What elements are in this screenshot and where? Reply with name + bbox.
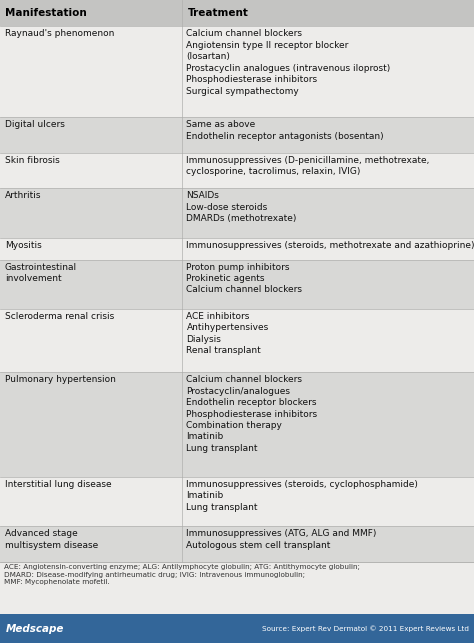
Bar (0, 117, 474, 153)
Text: Myositis: Myositis (5, 241, 42, 250)
Bar (0, 527, 474, 562)
Text: Digital ulcers: Digital ulcers (5, 120, 65, 129)
Text: Treatment: Treatment (188, 8, 248, 18)
Bar (0, 477, 474, 527)
Text: Source: Expert Rev Dermatol © 2011 Expert Reviews Ltd: Source: Expert Rev Dermatol © 2011 Exper… (262, 625, 469, 632)
Text: Immunosuppressives (ATG, ALG and MMF)
Autologous stem cell transplant: Immunosuppressives (ATG, ALG and MMF) Au… (186, 529, 377, 550)
Bar (0, 188, 474, 238)
Bar (0, 26, 474, 117)
Text: Medscape: Medscape (6, 624, 64, 633)
Bar (0, 260, 474, 309)
Bar (0, 562, 474, 614)
Text: NSAIDs
Low-dose steroids
DMARDs (methotrexate): NSAIDs Low-dose steroids DMARDs (methotr… (186, 192, 297, 223)
Text: Advanced stage
multisystem disease: Advanced stage multisystem disease (5, 529, 98, 550)
Text: Same as above
Endothelin receptor antagonists (bosentan): Same as above Endothelin receptor antago… (186, 120, 384, 141)
Text: Skin fibrosis: Skin fibrosis (5, 156, 60, 165)
Bar (0, 372, 474, 477)
Text: Interstitial lung disease: Interstitial lung disease (5, 480, 111, 489)
Text: Gastrointestinal
involvement: Gastrointestinal involvement (5, 262, 77, 283)
Text: Raynaud's phenomenon: Raynaud's phenomenon (5, 30, 114, 39)
Text: Immunosuppressives (steroids, methotrexate and azathioprine): Immunosuppressives (steroids, methotrexa… (186, 241, 474, 250)
Text: ACE inhibitors
Antihypertensives
Dialysis
Renal transplant: ACE inhibitors Antihypertensives Dialysi… (186, 312, 269, 356)
Bar (0, 309, 474, 372)
Bar (0, 0, 474, 26)
Text: Pulmonary hypertension: Pulmonary hypertension (5, 376, 116, 385)
Text: Arthritis: Arthritis (5, 192, 42, 201)
Text: Calcium channel blockers
Angiotensin type II receptor blocker
(losartan)
Prostac: Calcium channel blockers Angiotensin typ… (186, 30, 391, 96)
Text: Scleroderma renal crisis: Scleroderma renal crisis (5, 312, 114, 321)
Text: Proton pump inhibitors
Prokinetic agents
Calcium channel blockers: Proton pump inhibitors Prokinetic agents… (186, 262, 302, 294)
Bar (0, 614, 474, 643)
Text: Calcium channel blockers
Prostacyclin/analogues
Endothelin receptor blockers
Pho: Calcium channel blockers Prostacyclin/an… (186, 376, 318, 453)
Text: Immunosuppressives (steroids, cyclophosphamide)
Imatinib
Lung transplant: Immunosuppressives (steroids, cyclophosp… (186, 480, 419, 512)
Text: ACE: Angiotensin-converting enzyme; ALG: Antilymphocyte globulin; ATG: Antithymo: ACE: Angiotensin-converting enzyme; ALG:… (4, 564, 360, 586)
Bar (0, 238, 474, 260)
Text: Immunosuppressives (D-penicillamine, methotrexate,
cyclosporine, tacrolimus, rel: Immunosuppressives (D-penicillamine, met… (186, 156, 430, 176)
Text: Manifestation: Manifestation (5, 8, 87, 18)
Bar (0, 153, 474, 188)
